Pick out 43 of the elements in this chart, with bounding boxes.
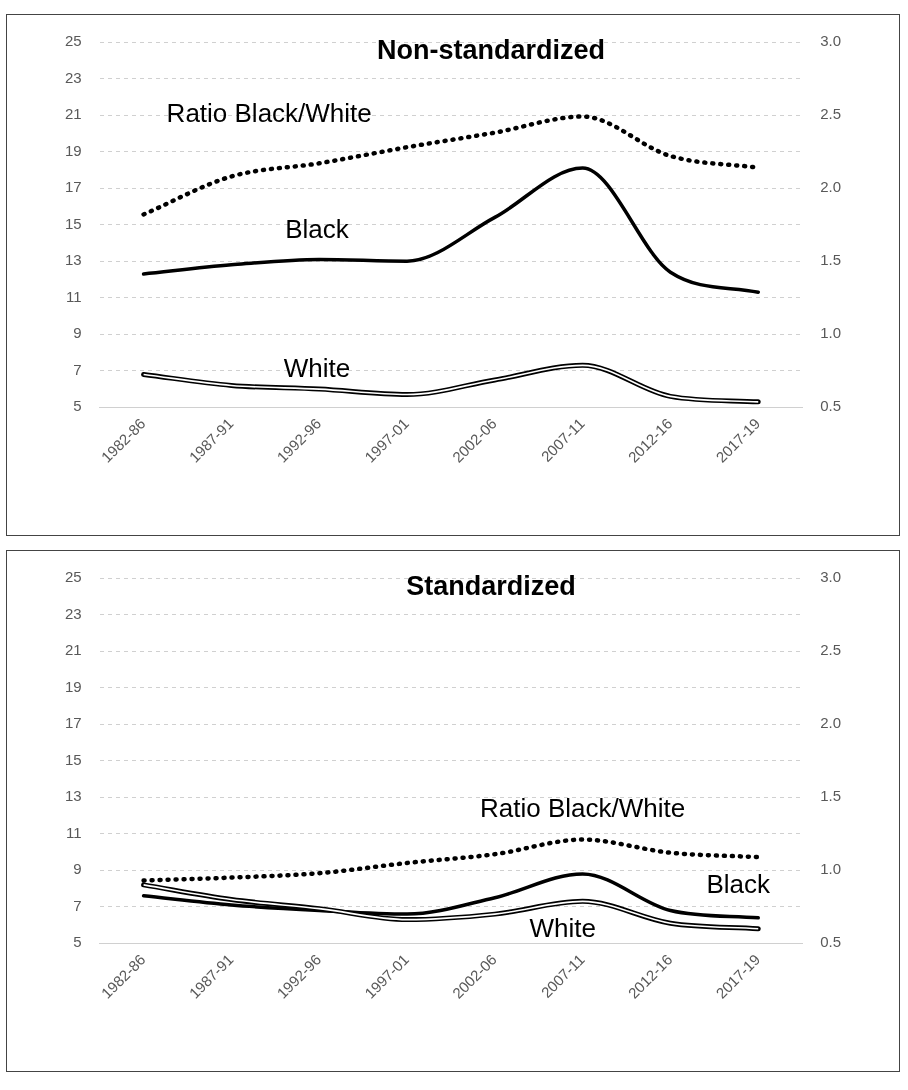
y-tick-label: 23 (65, 604, 82, 622)
y-tick-label: 25 (65, 32, 82, 50)
y-tick-label: 15 (65, 214, 82, 232)
y-tick-label: 21 (65, 641, 82, 659)
y2-tick-label: 1.0 (820, 860, 842, 878)
y2-tick-label: 3.0 (820, 32, 842, 50)
y2-tick-label: 1.5 (820, 787, 842, 805)
line-series (141, 166, 760, 295)
y-tick-label: 11 (66, 823, 82, 841)
y-tick-label: 5 (73, 397, 82, 415)
y2-tick-label: 1.5 (820, 251, 842, 269)
series-label: White (283, 352, 351, 383)
y-tick-label: 7 (73, 360, 82, 378)
series-label: Ratio Black/White (166, 98, 372, 129)
y2-tick-label: 1.0 (820, 324, 842, 342)
series-label: Black (706, 868, 772, 899)
y-tick-label: 15 (65, 750, 82, 768)
y-tick-label: 21 (65, 105, 82, 123)
y2-tick-label: 3.0 (820, 568, 842, 586)
y2-tick-label: 2.5 (820, 105, 842, 123)
y-tick-label: 25 (65, 568, 82, 586)
y-tick-label: 7 (73, 896, 82, 914)
y2-tick-label: 0.5 (820, 397, 842, 415)
y2-tick-label: 2.0 (820, 714, 842, 732)
y-tick-label: 11 (66, 287, 82, 305)
y-tick-label: 17 (65, 178, 82, 196)
chart-title: Non-standardized (376, 35, 605, 66)
y-tick-label: 5 (73, 933, 82, 951)
y-tick-label: 9 (73, 324, 82, 342)
y-tick-label: 19 (65, 141, 82, 159)
y-tick-label: 17 (65, 714, 82, 732)
series-label: White (529, 912, 596, 943)
y-tick-label: 13 (65, 251, 82, 269)
y2-tick-label: 2.0 (820, 178, 842, 196)
y-tick-label: 9 (73, 860, 82, 878)
y-tick-label: 13 (65, 787, 82, 805)
series-label: Black (285, 214, 350, 245)
y-tick-label: 19 (65, 677, 82, 695)
y2-tick-label: 2.5 (820, 641, 842, 659)
y2-tick-label: 0.5 (820, 933, 842, 951)
y-tick-label: 23 (65, 68, 82, 86)
series-label: Ratio Black/White (480, 792, 686, 823)
chart-title: Standardized (406, 571, 576, 602)
